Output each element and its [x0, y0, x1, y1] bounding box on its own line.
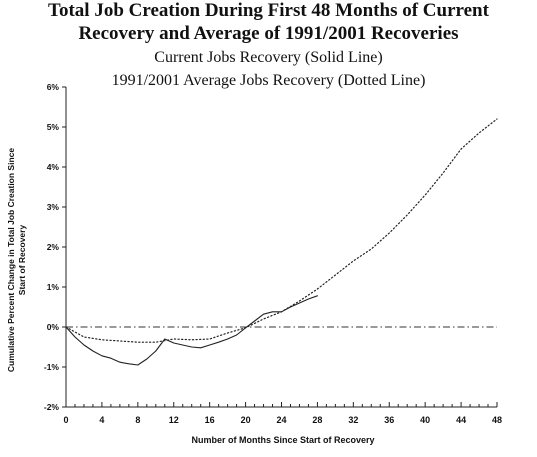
y-tick-label: 0% — [47, 322, 60, 332]
x-axis-label: Number of Months Since Start of Recovery — [191, 435, 374, 445]
chart-subtitle-line-2: 1991/2001 Average Jobs Recovery (Dotted … — [111, 72, 426, 89]
chart-subtitle: Current Jobs Recovery (Solid Line) — [154, 49, 383, 66]
chart-title-line-2: Recovery and Average of 1991/2001 Recove… — [78, 23, 459, 44]
average-recovery-line-dotted — [65, 118, 498, 343]
y-tick-label: -1% — [44, 362, 60, 372]
x-tick-label: 12 — [169, 415, 179, 425]
y-tick-label: 6% — [47, 82, 60, 92]
x-tick-label: 0 — [63, 415, 68, 425]
x-tick-label: 36 — [384, 415, 394, 425]
y-tick-label: 2% — [47, 242, 60, 252]
x-tick-label: 28 — [312, 415, 322, 425]
chart-title: Total Job Creation During First 48 Month… — [48, 0, 489, 21]
y-axis-label: Cumulative Percent Change in Total Job C… — [6, 148, 16, 372]
y-tick-label: 4% — [47, 162, 60, 172]
x-tick-label: 24 — [276, 415, 286, 425]
y-tick-label: 3% — [47, 202, 60, 212]
current-recovery-line-solid — [65, 295, 318, 366]
y-tick-label: 1% — [47, 282, 60, 292]
x-tick-label: 8 — [135, 415, 140, 425]
x-tick-label: 20 — [241, 415, 251, 425]
x-tick-label: 40 — [420, 415, 430, 425]
y-tick-label: 5% — [47, 122, 60, 132]
x-tick-label: 44 — [456, 415, 466, 425]
x-tick-label: 48 — [492, 415, 502, 425]
x-tick-label: 32 — [348, 415, 358, 425]
x-tick-label: 16 — [205, 415, 215, 425]
y-axis-label-line-2: Start of Recovery — [17, 225, 27, 296]
y-tick-label: -2% — [44, 402, 60, 412]
x-tick-label: 4 — [99, 415, 104, 425]
